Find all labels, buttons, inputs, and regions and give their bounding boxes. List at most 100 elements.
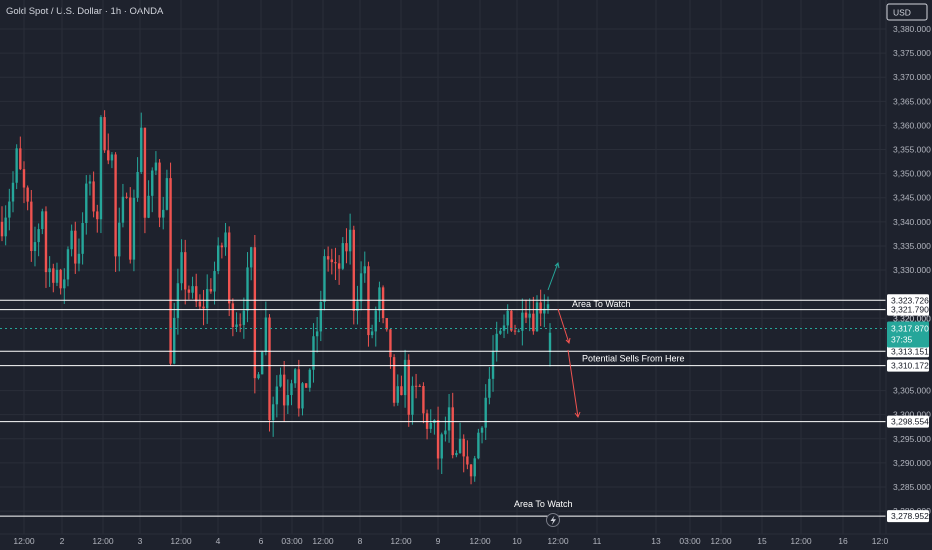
candle-body — [81, 223, 83, 254]
candle-body — [85, 184, 87, 223]
candle-body — [331, 259, 333, 262]
time-tick-label: 12:00 — [710, 536, 732, 546]
level-price-text: 3,298.554 — [891, 417, 929, 427]
candle-body — [382, 287, 384, 318]
candle-body — [378, 287, 380, 310]
candle-body — [4, 218, 6, 237]
candle-body — [221, 245, 223, 247]
candle-body — [481, 428, 483, 433]
candle-body — [243, 311, 245, 325]
candle-body — [327, 256, 329, 259]
candle-body — [419, 386, 421, 387]
candle-body — [169, 178, 171, 364]
candle-body — [250, 247, 252, 267]
price-tick-label: 3,340.000 — [893, 217, 931, 227]
price-tick-label: 3,355.000 — [893, 145, 931, 155]
candle-body — [474, 458, 476, 476]
time-tick-label: 13 — [651, 536, 661, 546]
candle-body — [180, 252, 182, 283]
level-price-text: 3,310.172 — [891, 361, 929, 371]
down-arrow-icon — [558, 309, 570, 343]
candle-body — [129, 197, 131, 259]
candle-body — [144, 128, 146, 218]
candle-body — [334, 262, 336, 263]
candle-body — [320, 302, 322, 331]
candle-body — [536, 302, 538, 331]
up-arrow-icon — [548, 263, 559, 290]
candles — [1, 110, 551, 484]
candle-body — [56, 270, 58, 283]
candle-body — [199, 301, 201, 306]
candle-body — [89, 181, 91, 183]
time-tick-label: 15 — [757, 536, 767, 546]
candle-body — [290, 383, 292, 395]
candle-body — [312, 336, 314, 370]
time-tick-label: 12:00 — [547, 536, 569, 546]
candle-body — [41, 211, 43, 229]
horizontal-levels — [0, 300, 886, 516]
candle-body — [235, 324, 237, 327]
candle-body — [444, 431, 446, 435]
candle-body — [345, 243, 347, 251]
price-tick-label: 3,365.000 — [893, 96, 931, 106]
candle-body — [506, 311, 508, 326]
candle-body — [488, 379, 490, 398]
candle-body — [323, 256, 325, 302]
candle-body — [400, 386, 402, 395]
candle-body — [254, 247, 256, 378]
candle-body — [448, 407, 450, 430]
time-tick-label: 8 — [358, 536, 363, 546]
candle-body — [532, 314, 534, 332]
candle-body — [397, 386, 399, 403]
time-axis[interactable]: 12:00 2 12:00 3 12:00 4 6 03:00 12:00 8 12:00 9 12:0… — [0, 534, 932, 546]
lightning-icon[interactable] — [547, 514, 560, 527]
time-tick-label: 4 — [216, 536, 221, 546]
candle-body — [217, 245, 219, 271]
candle-body — [111, 154, 113, 160]
price-tick-label: 3,285.000 — [893, 482, 931, 492]
candle-body — [70, 231, 72, 250]
candle-body — [287, 395, 289, 405]
candle-body — [305, 383, 307, 388]
candle-body — [59, 270, 61, 289]
candle-body — [26, 188, 28, 202]
candle-body — [371, 331, 373, 335]
level-price-text: 3,321.790 — [891, 305, 929, 315]
candle-body — [78, 254, 80, 264]
candle-body — [239, 324, 241, 325]
candle-body — [202, 307, 204, 309]
candle-body — [166, 178, 168, 210]
candle-body — [19, 148, 21, 169]
candle-body — [206, 289, 208, 308]
grid-lines — [0, 0, 886, 534]
currency-button[interactable]: USD — [887, 4, 927, 20]
candle-body — [74, 231, 76, 264]
candle-body — [188, 290, 190, 293]
candle-body — [364, 266, 366, 273]
candle-body — [338, 263, 340, 268]
candle-body — [470, 464, 472, 476]
candle-body — [463, 439, 465, 457]
candle-body — [118, 223, 120, 257]
candle-body — [12, 183, 14, 202]
candle-body — [459, 439, 461, 453]
time-tick-label: 03:00 — [679, 536, 701, 546]
candle-body — [294, 369, 296, 383]
candle-body — [184, 252, 186, 289]
candle-body — [1, 222, 3, 236]
candle-body — [503, 325, 505, 330]
annotation-label: Area To Watch — [514, 499, 573, 509]
trend-arrows — [548, 263, 580, 417]
candle-body — [136, 172, 138, 198]
price-tick-label: 3,380.000 — [893, 24, 931, 34]
price-tick-label: 3,335.000 — [893, 241, 931, 251]
candle-body — [67, 249, 69, 279]
candle-body — [514, 331, 516, 332]
candle-body — [48, 268, 50, 272]
candle-body — [309, 370, 311, 388]
time-tick-label: 2 — [60, 536, 65, 546]
candle-body — [441, 434, 443, 458]
time-tick-label: 12:00 — [312, 536, 334, 546]
candle-body — [162, 210, 164, 218]
